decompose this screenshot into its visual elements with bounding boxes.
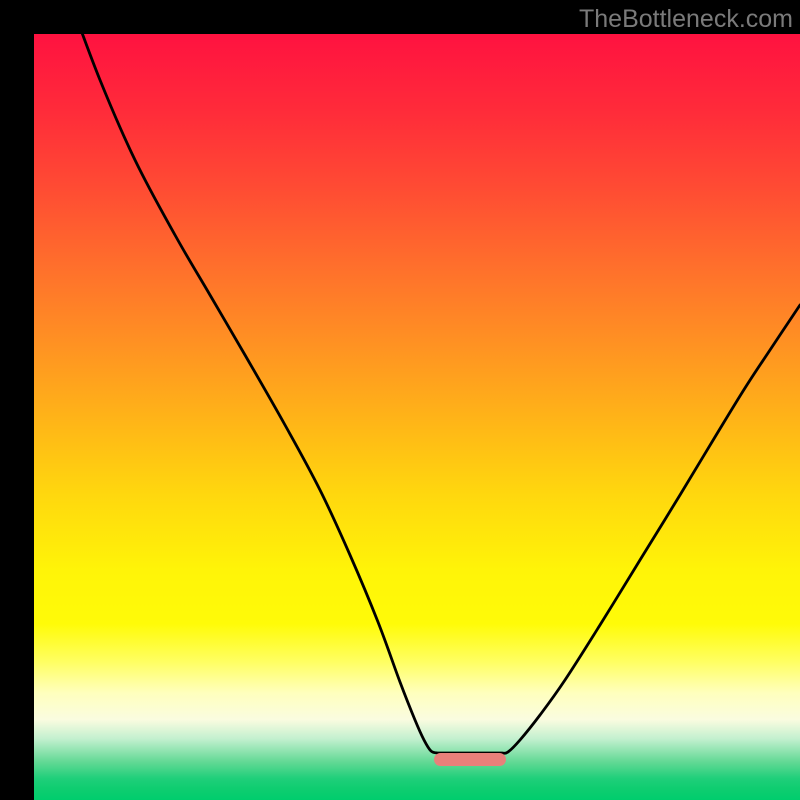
bottleneck-chart: TheBottleneck.com xyxy=(0,0,800,800)
plot-area xyxy=(34,34,800,800)
chart-svg: TheBottleneck.com xyxy=(0,0,800,800)
bottom-marker xyxy=(434,753,506,766)
watermark-text: TheBottleneck.com xyxy=(579,5,793,33)
